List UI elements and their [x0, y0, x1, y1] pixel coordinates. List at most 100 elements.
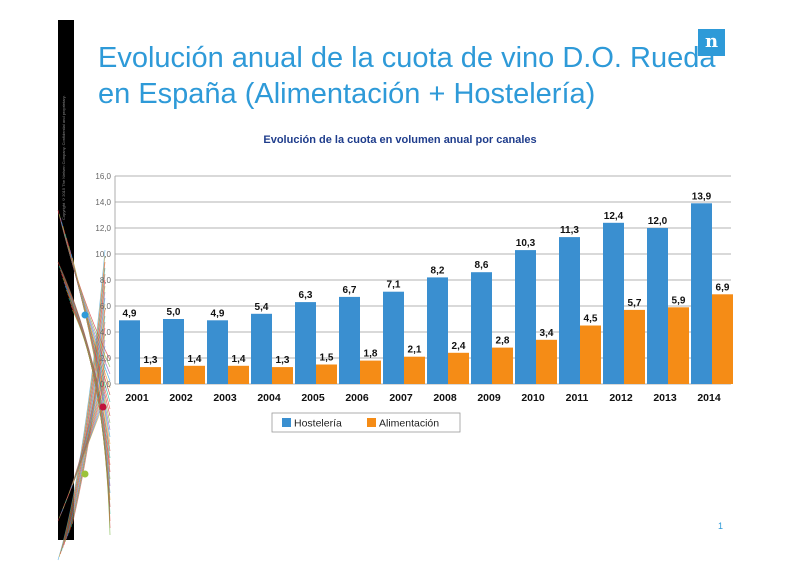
data-label: 1,3 — [276, 355, 290, 366]
legend: Hostelería Alimentación — [271, 412, 461, 433]
bar-hosteleria — [339, 296, 360, 384]
bar-alimentacion — [404, 356, 425, 384]
legend-swatch-alimentacion — [367, 418, 376, 427]
data-label: 5,7 — [628, 298, 642, 309]
data-label: 6,9 — [716, 282, 730, 293]
data-label: 12,0 — [648, 216, 668, 227]
data-label: 6,7 — [343, 285, 357, 296]
data-label: 1,4 — [188, 354, 202, 365]
bar-hosteleria — [691, 203, 712, 384]
bar-alimentacion — [360, 360, 381, 384]
data-label: 2,1 — [408, 345, 422, 356]
data-label: 5,0 — [167, 307, 181, 318]
data-label: 4,9 — [123, 308, 137, 319]
legend-label-alimentacion: Alimentación — [379, 418, 439, 430]
data-label: 1,3 — [144, 355, 158, 366]
data-label: 5,4 — [255, 302, 269, 313]
decor-line — [72, 309, 111, 536]
bar-alimentacion — [624, 309, 645, 384]
decor-dot-blue — [81, 311, 89, 319]
bar-hosteleria — [515, 250, 536, 384]
data-label: 2,8 — [496, 336, 510, 347]
x-tick-label: 2006 — [345, 392, 369, 404]
bar-alimentacion — [228, 365, 249, 384]
bar-hosteleria — [471, 272, 492, 384]
bar-alimentacion — [448, 352, 469, 384]
decor-dot-red — [99, 403, 107, 411]
y-tick-label: 16,0 — [95, 172, 111, 181]
y-tick-label: 4,0 — [100, 328, 112, 337]
y-tick-label: 10,0 — [95, 250, 111, 259]
data-label: 11,3 — [560, 225, 579, 236]
data-label: 12,4 — [604, 211, 624, 222]
bar-hosteleria — [559, 237, 580, 384]
page-title: Evolución anual de la cuota de vino D.O.… — [98, 40, 716, 112]
bar-alimentacion — [492, 347, 513, 384]
data-label: 8,2 — [431, 265, 445, 276]
data-label: 1,4 — [232, 354, 246, 365]
data-label: 1,8 — [364, 349, 378, 360]
decor-line — [60, 261, 106, 555]
bar-hosteleria — [427, 277, 448, 384]
data-label: 13,9 — [692, 191, 712, 202]
x-tick-label: 2010 — [521, 392, 545, 404]
data-label: 3,4 — [540, 328, 554, 339]
x-tick-label: 2011 — [566, 392, 589, 404]
data-label: 6,3 — [299, 290, 313, 301]
bar-hosteleria — [119, 320, 140, 384]
y-tick-label: 0,0 — [100, 380, 112, 389]
bar-hosteleria — [207, 320, 228, 384]
bar-alimentacion — [580, 325, 601, 384]
bar-alimentacion — [316, 364, 337, 384]
bar-hosteleria — [295, 302, 316, 384]
bar-alimentacion — [668, 307, 689, 384]
decor-line — [58, 255, 106, 558]
x-tick-label: 2012 — [609, 392, 633, 404]
bar-alimentacion — [712, 294, 733, 384]
decor-line — [57, 249, 106, 561]
data-label: 7,1 — [387, 280, 401, 291]
y-tick-label: 8,0 — [100, 276, 112, 285]
legend-swatch-hosteleria — [282, 418, 291, 427]
x-tick-label: 2003 — [213, 392, 237, 404]
title-line-2: en España (Alimentación + Hostelería) — [98, 78, 596, 110]
data-label: 4,5 — [584, 314, 598, 325]
legend-box — [271, 412, 461, 433]
bar-alimentacion — [272, 367, 293, 384]
bar-alimentacion — [140, 367, 161, 384]
data-label: 1,5 — [320, 353, 334, 364]
decor-line — [61, 267, 106, 552]
x-tick-label: 2004 — [257, 392, 281, 404]
x-tick-label: 2005 — [301, 392, 325, 404]
bar-alimentacion — [536, 339, 557, 384]
decor-line — [72, 257, 111, 445]
bar-hosteleria — [647, 228, 668, 384]
y-tick-label: 12,0 — [95, 224, 111, 233]
bar-hosteleria — [383, 291, 404, 384]
x-tick-label: 2014 — [697, 392, 721, 404]
data-label: 2,4 — [452, 341, 466, 352]
data-label: 5,9 — [672, 295, 686, 306]
page-number: 1 — [718, 521, 724, 531]
x-tick-label: 2008 — [433, 392, 457, 404]
x-tick-label: 2002 — [169, 392, 193, 404]
bar-alimentacion — [184, 365, 205, 384]
data-label: 10,3 — [516, 238, 536, 249]
title-line-1: Evolución anual de la cuota de vino D.O.… — [98, 42, 716, 74]
x-tick-label: 2007 — [389, 392, 413, 404]
y-tick-label: 2,0 — [100, 354, 112, 363]
bar-hosteleria — [251, 313, 272, 384]
bar-hosteleria — [163, 319, 184, 384]
x-tick-label: 2001 — [125, 392, 149, 404]
chart-title: Evolución de la cuota en volumen anual p… — [263, 134, 537, 146]
bar-hosteleria — [603, 222, 624, 384]
data-label: 8,6 — [475, 260, 489, 271]
y-tick-label: 14,0 — [95, 198, 111, 207]
y-tick-label: 6,0 — [100, 302, 112, 311]
nielsen-logo: n — [698, 29, 725, 56]
data-label: 4,9 — [211, 308, 225, 319]
legend-label-hosteleria: Hostelería — [294, 418, 342, 430]
decor-dot-green — [81, 470, 89, 478]
